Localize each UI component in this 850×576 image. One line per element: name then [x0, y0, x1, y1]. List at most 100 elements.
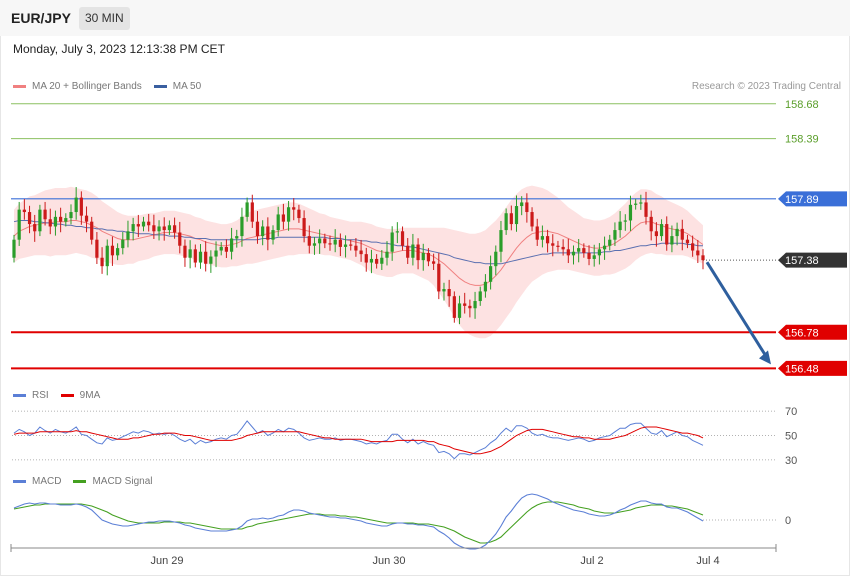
- copyright-text: Research © 2023 Trading Central: [691, 81, 841, 92]
- candlestick-layer: [12, 187, 705, 325]
- candle-body: [312, 243, 317, 246]
- candle-body: [421, 252, 425, 261]
- candle-body: [224, 246, 229, 252]
- candle-body: [561, 246, 565, 250]
- candle-body: [375, 258, 379, 264]
- candle-body: [261, 226, 265, 237]
- candle-body: [338, 239, 342, 247]
- candle-body: [250, 202, 254, 222]
- candle-body: [551, 243, 555, 246]
- candle-body: [597, 249, 601, 256]
- forecast-arrowhead: [759, 350, 771, 365]
- candle-body: [271, 230, 275, 240]
- legend-label: MA 20 + Bollinger Bands: [32, 81, 142, 92]
- candle-body: [354, 245, 358, 251]
- candle-body: [437, 263, 441, 292]
- x-tick-label: Jun 30: [372, 555, 405, 567]
- candle-body: [141, 221, 146, 227]
- candle-body: [406, 245, 410, 258]
- candle-body: [478, 291, 482, 302]
- candle-body: [302, 218, 306, 237]
- candle-body: [654, 231, 658, 237]
- x-tick-label: Jul 2: [580, 555, 603, 567]
- candle-body: [659, 224, 664, 237]
- candle-body: [520, 202, 524, 207]
- candle-body: [665, 224, 669, 245]
- candle-body: [33, 224, 37, 232]
- candle-body: [349, 244, 353, 246]
- candle-body: [432, 261, 436, 264]
- level-label: 158.68: [785, 99, 819, 111]
- candle-body: [110, 245, 115, 256]
- rsi-tick-label: 30: [785, 455, 797, 467]
- level-tag-support: [778, 360, 847, 376]
- rsi-panel: 70 50 30: [12, 406, 797, 467]
- candle-body: [639, 202, 643, 204]
- candle-body: [136, 224, 140, 227]
- candle-body: [483, 281, 488, 292]
- legend-label: MACD: [32, 476, 62, 487]
- candle-body: [556, 245, 560, 247]
- candle-body: [178, 232, 182, 246]
- candle-body: [235, 236, 239, 239]
- candle-body: [488, 266, 493, 282]
- level-label: 156.48: [785, 363, 819, 375]
- price-level-lines: [11, 103, 776, 370]
- macd-signal-line: [13, 501, 704, 544]
- candle-body: [266, 226, 270, 240]
- candle-body: [22, 209, 26, 213]
- candle-body: [229, 238, 234, 252]
- candle-body: [84, 215, 89, 222]
- candle-body: [48, 219, 52, 227]
- price-tag-layer: 158.68 158.39 157.89 157.38 156.78 156.48: [705, 99, 847, 376]
- candle-body: [105, 245, 109, 267]
- symbol-label: EUR/JPY: [11, 10, 71, 26]
- level-tag-support: [778, 324, 847, 340]
- candle-body: [566, 249, 570, 256]
- candle-body: [509, 213, 513, 225]
- candle-body: [323, 238, 327, 244]
- candle-body: [100, 257, 104, 267]
- candle-body: [680, 228, 684, 240]
- candle-body: [691, 243, 695, 251]
- legend-label: MACD Signal: [92, 476, 153, 487]
- candle-body: [328, 243, 332, 245]
- candle-body: [126, 231, 130, 240]
- chart-header: EUR/JPY 30 MIN: [0, 0, 850, 36]
- candle-body: [390, 232, 394, 252]
- candle-body: [359, 250, 363, 255]
- price-legend: MA 20 + Bollinger Bands MA 50: [13, 81, 213, 92]
- level-tag-resistance: [778, 191, 847, 207]
- legend-label: RSI: [32, 390, 49, 401]
- candle-body: [380, 257, 384, 264]
- candle-body: [587, 252, 591, 259]
- candle-body: [369, 258, 374, 263]
- forecast-arrow: [705, 261, 770, 361]
- x-tick-label: Jul 4: [696, 555, 719, 567]
- candle-body: [307, 236, 311, 246]
- candle-body: [255, 221, 260, 237]
- candle-body: [38, 209, 42, 232]
- legend-label: 9MA: [79, 390, 101, 401]
- candle-body: [116, 248, 120, 256]
- candle-body: [172, 225, 177, 233]
- candle-body: [69, 212, 73, 219]
- candle-body: [157, 226, 161, 232]
- candle-body: [447, 289, 451, 297]
- candle-body: [457, 303, 462, 318]
- legend-item-9ma: 9MA: [60, 390, 101, 401]
- candle-body: [198, 251, 203, 263]
- timestamp: Monday, July 3, 2023 12:13:38 PM CET: [13, 42, 225, 56]
- candle-body: [297, 209, 301, 219]
- timeframe-button[interactable]: 30 MIN: [79, 7, 130, 30]
- candle-body: [670, 236, 674, 245]
- level-label: 157.38: [785, 255, 819, 267]
- candle-body: [602, 245, 607, 250]
- rsi-tick-label: 50: [785, 431, 797, 443]
- legend-item-macd-signal: MACD Signal: [73, 476, 152, 487]
- candle-body: [426, 252, 431, 262]
- level-tag-current: [778, 252, 847, 268]
- candle-body: [623, 220, 627, 222]
- candle-body: [90, 221, 94, 240]
- candle-body: [152, 225, 156, 232]
